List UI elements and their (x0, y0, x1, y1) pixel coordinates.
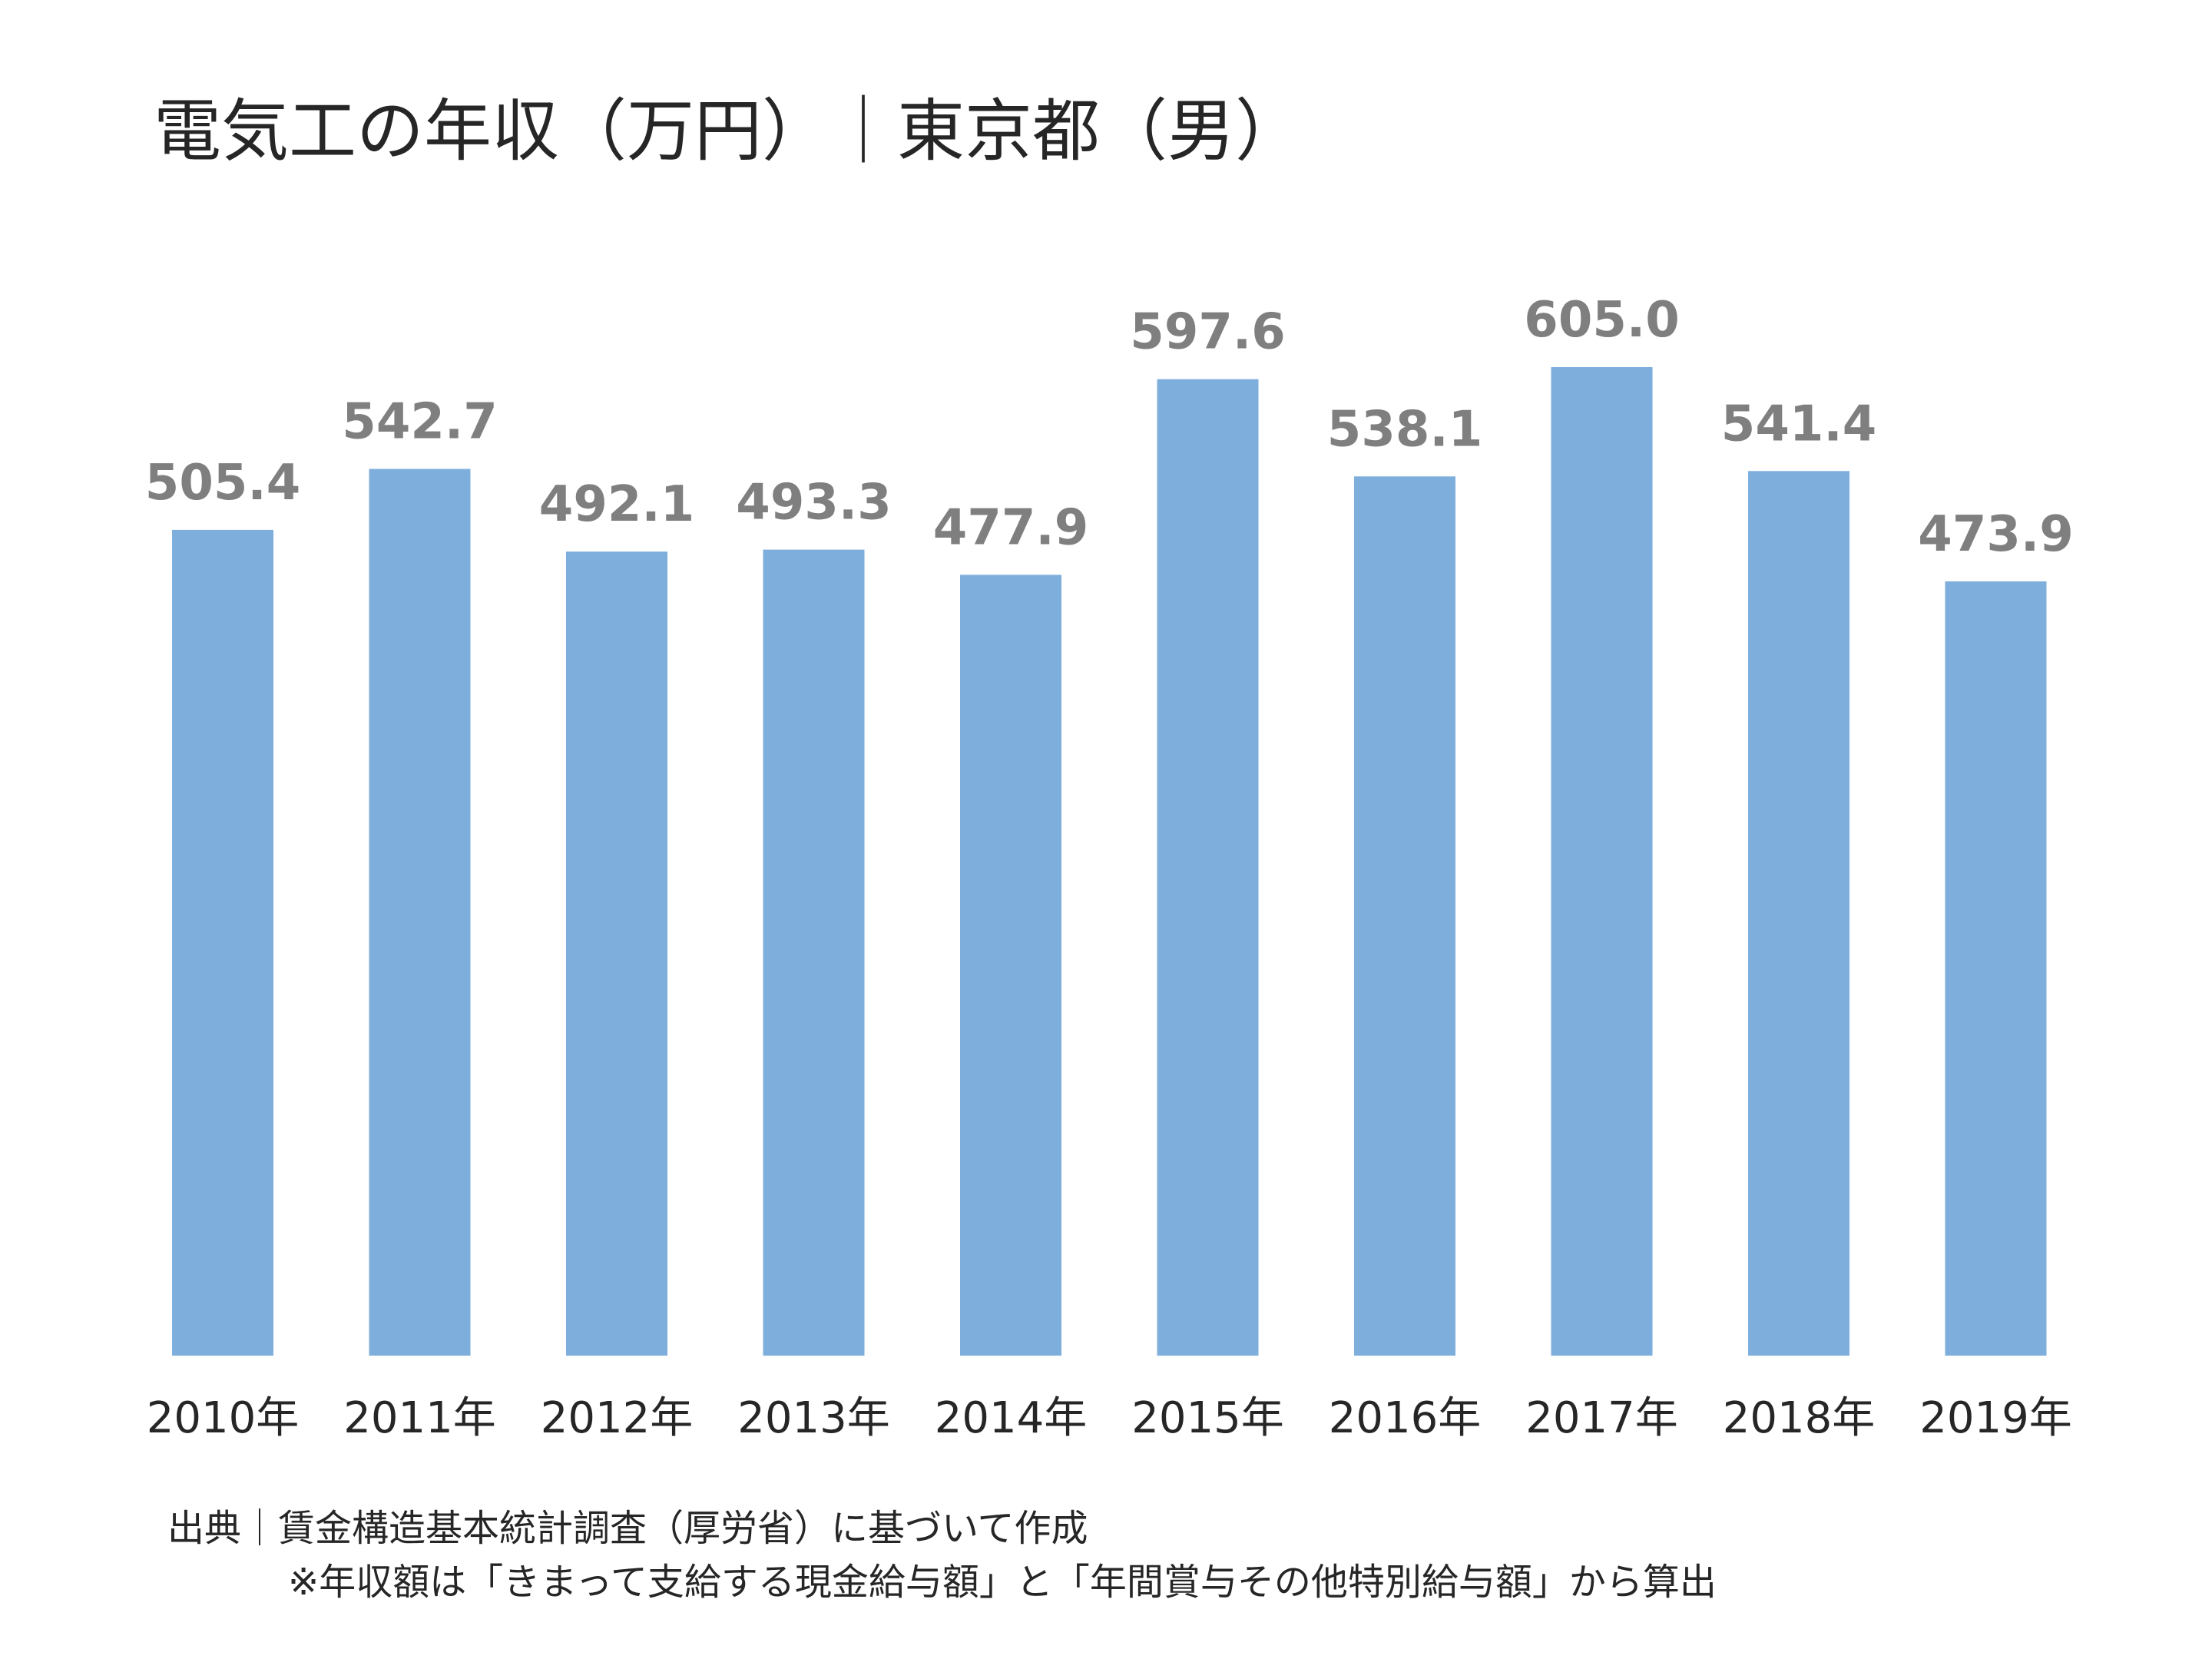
bar-2017年 (1551, 367, 1653, 1356)
value-label-2016年: 538.1 (1327, 401, 1482, 458)
bar-2019年 (1945, 581, 2047, 1356)
tick-label-2011年: 2011年 (343, 1393, 496, 1443)
bar-2016年 (1354, 476, 1455, 1356)
bar-2010年 (172, 529, 273, 1356)
chart-title: 電気工の年収（万円）｜東京都（男） (154, 91, 1303, 171)
value-label-2013年: 493.3 (736, 475, 891, 531)
tick-labels-group: 2010年 2011年 2012年 2013年 2014年 2015年 2016年 2017年… (147, 1393, 2072, 1443)
value-label-2010年: 505.4 (145, 455, 300, 512)
value-label-2018年: 541.4 (1721, 396, 1876, 452)
value-label-2017年: 605.0 (1524, 292, 1679, 349)
value-label-2019年: 473.9 (1918, 506, 2073, 563)
value-labels-group: 505.4 542.7 492.1 493.3 477.9 597.6 538.1 605.0… (145, 292, 2074, 563)
tick-label-2012年: 2012年 (541, 1393, 694, 1443)
bar-2015年 (1157, 379, 1259, 1356)
tick-label-2014年: 2014年 (935, 1393, 1088, 1443)
source-note: 出典｜賃金構造基本統計調査（厚労省）に基づいて作成 (167, 1507, 1088, 1550)
tick-label-2015年: 2015年 (1131, 1393, 1284, 1443)
bar-2018年 (1748, 471, 1849, 1356)
tick-label-2010年: 2010年 (147, 1393, 300, 1443)
value-label-2011年: 542.7 (342, 394, 497, 451)
value-label-2012年: 492.1 (539, 476, 694, 533)
tick-label-2017年: 2017年 (1525, 1393, 1678, 1443)
bar-2013年 (763, 549, 865, 1356)
tick-label-2016年: 2016年 (1329, 1393, 1482, 1443)
calculation-note: ※年収額は「きまって支給する現金給与額」と「年間賞与その他特別給与額」から算出 (288, 1561, 1717, 1604)
bar-2014年 (960, 575, 1061, 1356)
bar-2011年 (369, 469, 471, 1356)
value-label-2015年: 597.6 (1130, 304, 1285, 361)
value-label-2014年: 477.9 (933, 499, 1088, 556)
tick-label-2013年: 2013年 (737, 1393, 890, 1443)
bars-group (172, 367, 2047, 1356)
bar-2012年 (566, 551, 667, 1356)
tick-label-2018年: 2018年 (1723, 1393, 1876, 1443)
tick-label-2019年: 2019年 (1919, 1393, 2072, 1443)
